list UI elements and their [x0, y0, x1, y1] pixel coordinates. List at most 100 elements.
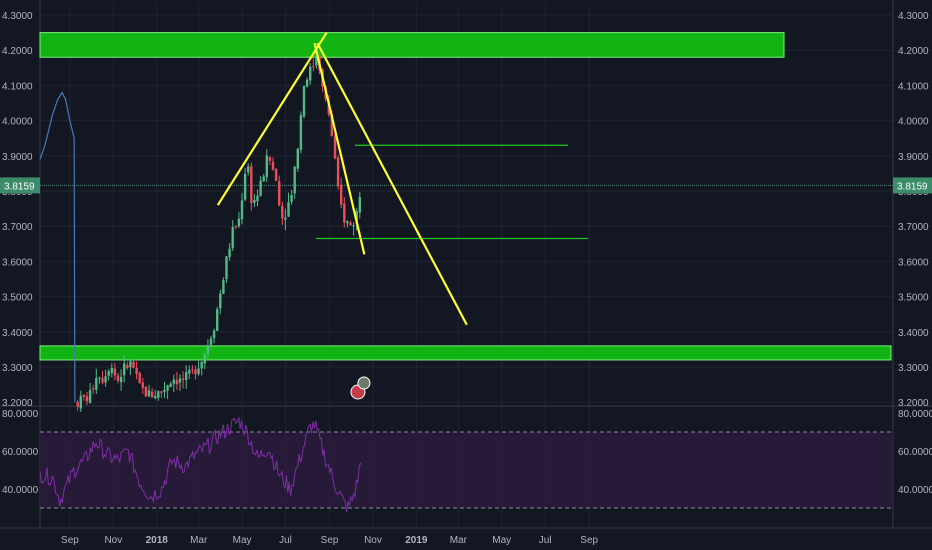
candle-body-53	[240, 200, 244, 220]
candle-body-62	[268, 157, 272, 161]
candle-body-88	[349, 222, 352, 226]
candle-body-0	[76, 401, 79, 407]
left-price-tick-11: 3.2000	[2, 398, 33, 409]
candle-body-65	[277, 181, 281, 206]
candle-body-26	[157, 391, 160, 398]
candle-body-43	[209, 338, 213, 345]
candle-body-13	[116, 375, 120, 381]
candle-body-58	[256, 195, 259, 202]
candle-body-8	[101, 378, 104, 383]
candle-body-44	[212, 330, 216, 339]
candle-body-12	[113, 368, 117, 376]
x-tick-6: Sep	[321, 535, 339, 546]
x-tick-5: Jul	[279, 535, 292, 546]
candle-body-40	[200, 361, 203, 369]
x-tick-3: Mar	[190, 535, 208, 546]
x-tick-4: May	[233, 535, 252, 546]
left-price-tick-4: 3.9000	[2, 152, 33, 163]
blue-series-line	[39, 91, 76, 403]
right-price-tick-7: 3.6000	[898, 257, 929, 268]
candle-body-3	[85, 396, 89, 402]
trendline-0	[216, 32, 328, 206]
candle-body-31	[172, 379, 175, 384]
candle-body-4	[88, 389, 92, 403]
left-price-tick-9: 3.4000	[2, 328, 33, 339]
left-price-tick-2: 4.1000	[2, 81, 33, 92]
right-price-tick-9: 3.4000	[898, 328, 929, 339]
candle-body-73	[302, 86, 306, 117]
candle-body-50	[231, 227, 234, 249]
right-price-tick-1: 4.2000	[898, 46, 929, 57]
candle-body-55	[246, 166, 250, 173]
candle-body-91	[358, 197, 361, 213]
trendline-1	[313, 42, 366, 255]
candle-body-85	[339, 184, 343, 205]
candle-body-1	[79, 395, 82, 409]
right-price-tick-2: 4.1000	[898, 81, 929, 92]
candle-body-2	[82, 394, 86, 397]
left-price-tick-7: 3.6000	[2, 257, 33, 268]
candle-body-89	[352, 225, 355, 227]
right-price-tick-11: 3.2000	[898, 398, 929, 409]
x-tick-8: 2019	[405, 535, 428, 546]
candle-body-29	[166, 385, 169, 391]
candle-body-87	[346, 221, 349, 224]
x-tick-0: Sep	[61, 535, 79, 546]
candle-body-33	[178, 378, 182, 383]
right-price-tick-10: 3.3000	[898, 363, 929, 374]
left-price-tick-3: 4.0000	[2, 117, 33, 128]
x-tick-9: Mar	[450, 535, 468, 546]
candle-body-34	[181, 378, 185, 381]
left-price-tick-8: 3.5000	[2, 293, 33, 304]
trendline-2	[316, 42, 468, 326]
candle-body-74	[305, 79, 309, 87]
candle-body-75	[308, 66, 312, 81]
x-tick-12: Sep	[580, 535, 598, 546]
candle-body-32	[175, 379, 179, 384]
support-zone	[39, 345, 892, 361]
candle-body-86	[343, 203, 346, 223]
candle-body-21	[141, 382, 144, 388]
price-badge-text-0: 3.8159	[4, 181, 35, 192]
candle-body-76	[312, 66, 315, 68]
candle-body-59	[259, 180, 262, 196]
candle-body-24	[150, 391, 154, 398]
candle-body-70	[293, 166, 296, 194]
right-price-tick-0: 4.3000	[898, 11, 929, 22]
candle-body-77	[315, 56, 318, 66]
candle-body-18	[132, 361, 135, 368]
candle-body-10	[107, 371, 110, 376]
candle-body-17	[129, 361, 132, 368]
right-price-tick-6: 3.7000	[898, 222, 929, 233]
left-price-tick-6: 3.7000	[2, 222, 33, 233]
x-tick-2: 2018	[146, 535, 169, 546]
rsi-pane	[39, 415, 893, 513]
candle-body-42	[206, 346, 210, 354]
candle-body-64	[274, 168, 278, 181]
candle-body-9	[104, 376, 107, 383]
candle-body-67	[284, 217, 287, 220]
left-price-tick-1: 4.2000	[2, 46, 33, 57]
markers[interactable]	[350, 376, 371, 400]
candle-body-49	[228, 248, 231, 257]
candle-body-83	[333, 136, 337, 159]
candle-body-11	[110, 367, 113, 373]
candle-body-22	[144, 386, 148, 397]
right-price-tick-8: 3.5000	[898, 293, 929, 304]
candle-body-39	[197, 368, 200, 374]
candle-body-45	[215, 309, 219, 331]
candle-body-27	[160, 391, 163, 393]
left-price-tick-10: 3.3000	[2, 363, 33, 374]
candle-body-19	[135, 368, 138, 375]
x-tick-10: May	[492, 535, 511, 546]
candle-body-15	[122, 363, 126, 376]
x-tick-11: Jul	[539, 535, 552, 546]
candle-body-25	[153, 396, 157, 399]
candle-body-23	[147, 390, 151, 397]
price-badge-bg-0	[0, 177, 40, 194]
candle-body-36	[188, 370, 191, 374]
candle-body-41	[203, 354, 206, 364]
candle-body-61	[265, 155, 268, 178]
